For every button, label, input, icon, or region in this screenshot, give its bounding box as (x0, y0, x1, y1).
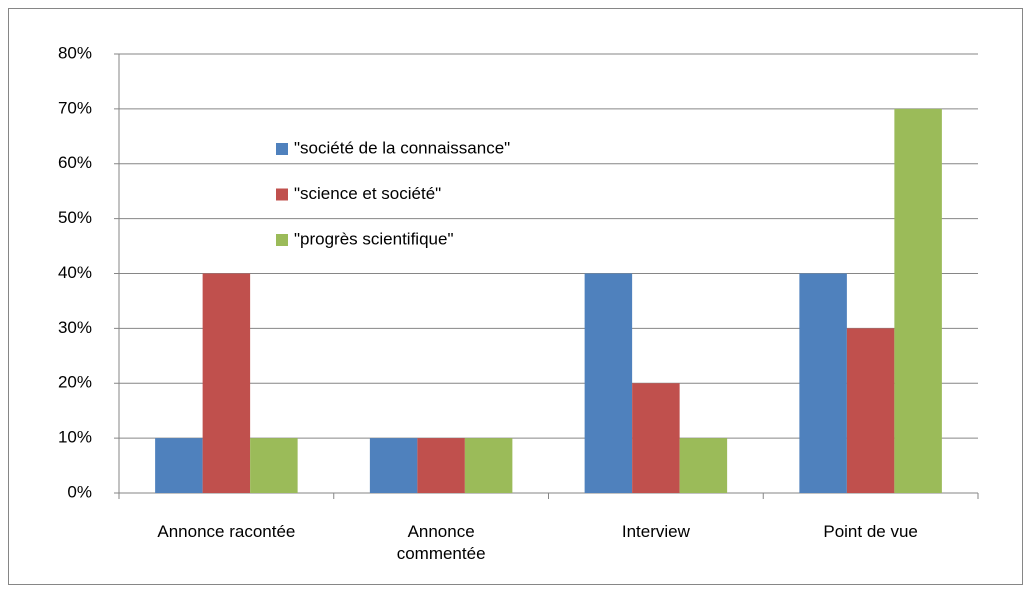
legend-label: "science et société" (294, 184, 441, 203)
legend-label: "progrès scientifique" (294, 229, 453, 248)
y-tick-label: 80% (58, 43, 92, 62)
y-tick-label: 20% (58, 373, 92, 392)
bar (679, 438, 728, 493)
bar (417, 438, 465, 493)
legend-label: "société de la connaissance" (294, 138, 510, 157)
bar (250, 438, 298, 493)
x-tick-label: Annonce commentée (396, 522, 486, 563)
bar (155, 438, 203, 493)
y-tick-label: 60% (58, 153, 92, 172)
x-tick-label: Annonce racontée (157, 522, 296, 541)
x-tick-label: Point de vue (823, 522, 918, 541)
x-tick-label: Interview (621, 522, 690, 541)
legend-swatch (276, 234, 288, 246)
bar (202, 273, 251, 493)
legend-swatch (276, 143, 288, 155)
y-tick-label: 0% (67, 482, 92, 501)
y-tick-label: 40% (58, 263, 92, 282)
bar (799, 273, 847, 493)
bar (369, 438, 418, 493)
y-tick-label: 50% (58, 208, 92, 227)
y-tick-label: 10% (58, 428, 92, 447)
bar (584, 273, 633, 493)
bar (846, 328, 895, 493)
chart-border (8, 8, 1023, 585)
bar (632, 383, 680, 493)
y-tick-label: 70% (58, 98, 92, 117)
bar (894, 108, 942, 493)
y-tick-label: 30% (58, 318, 92, 337)
bar (464, 438, 513, 493)
legend-swatch (276, 188, 288, 201)
